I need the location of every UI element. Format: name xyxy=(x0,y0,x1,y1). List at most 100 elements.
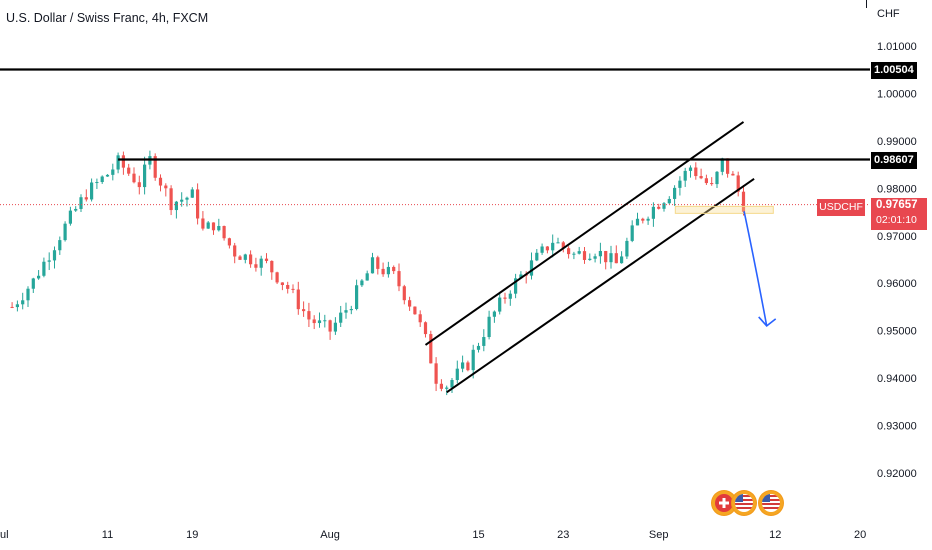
candle-body xyxy=(339,312,343,323)
candle-body xyxy=(254,264,258,268)
candle-body xyxy=(370,257,375,274)
candle-body xyxy=(625,240,629,257)
candle xyxy=(635,212,640,226)
candle xyxy=(577,246,581,255)
candle-body xyxy=(741,191,746,212)
candle-body xyxy=(116,155,120,170)
candle-body xyxy=(710,183,714,185)
candle xyxy=(731,171,735,176)
candle-body xyxy=(392,266,396,272)
candle xyxy=(392,265,396,275)
candle-body xyxy=(476,345,481,350)
time-tick-label: Jul xyxy=(0,529,9,541)
swiss-flag-event-icon[interactable] xyxy=(712,491,736,515)
candle-body xyxy=(90,182,94,200)
candle-body xyxy=(492,311,496,317)
candle xyxy=(116,152,120,174)
candle xyxy=(121,151,125,175)
projection-arrowhead xyxy=(758,316,777,328)
price-tick-label: 0.93000 xyxy=(877,421,917,433)
candle-body xyxy=(333,322,337,332)
resistance-high-price-label: 1.00504 xyxy=(871,62,917,79)
symbol-badge: USDCHF xyxy=(817,199,865,216)
candle xyxy=(174,200,178,219)
candle-body xyxy=(233,245,237,257)
candle-body xyxy=(614,253,618,264)
candle-body xyxy=(143,164,147,188)
candle xyxy=(376,255,380,275)
candle-body xyxy=(540,246,544,253)
candle xyxy=(63,221,67,242)
candle xyxy=(741,184,746,216)
candle-body xyxy=(582,251,587,260)
candle xyxy=(307,302,311,328)
candle xyxy=(434,357,438,392)
candle-body xyxy=(482,337,486,346)
candle xyxy=(588,253,592,261)
candle xyxy=(386,261,390,278)
us-flag-event-icon[interactable] xyxy=(759,491,783,515)
candle-body xyxy=(296,289,300,310)
price-tick-label: 0.95000 xyxy=(877,326,917,338)
price-tick-label: 0.98000 xyxy=(877,183,917,195)
candle-body xyxy=(227,238,231,246)
candle-body xyxy=(360,280,364,286)
candle-body xyxy=(323,320,327,322)
candle xyxy=(264,253,269,264)
candle xyxy=(545,246,549,254)
candle xyxy=(355,279,359,311)
candle-body xyxy=(158,177,163,186)
chart-title: U.S. Dollar / Swiss Franc, 4h, FXCM xyxy=(6,11,209,25)
candle-body xyxy=(487,316,491,338)
candle xyxy=(567,246,571,259)
candle xyxy=(227,237,231,249)
candle xyxy=(630,220,634,243)
candle-body xyxy=(169,188,173,211)
candle xyxy=(487,310,491,340)
candle xyxy=(673,185,677,206)
candle-body xyxy=(556,242,560,244)
price-tick-label: 0.94000 xyxy=(877,373,917,385)
candle xyxy=(37,270,41,280)
candle-body xyxy=(317,320,322,324)
candle-body xyxy=(434,363,438,384)
candle xyxy=(365,270,369,281)
candle xyxy=(683,167,687,187)
time-tick-label: 23 xyxy=(557,529,569,541)
candle xyxy=(84,189,88,202)
candle xyxy=(233,242,237,264)
price-axis: 1.01000 1.00000 0.99000 0.98000 0.97000 0.960… xyxy=(877,41,917,480)
candle-body xyxy=(471,349,475,371)
candle xyxy=(582,246,587,264)
candle xyxy=(169,185,173,216)
candle xyxy=(551,234,555,258)
candle-body xyxy=(275,272,279,283)
candle-body xyxy=(206,222,210,229)
candle-body xyxy=(47,260,51,262)
candle xyxy=(498,292,502,315)
candle xyxy=(667,196,671,205)
candle-body xyxy=(381,268,385,275)
candle xyxy=(508,290,512,306)
candle xyxy=(492,310,496,323)
time-tick-label: Aug xyxy=(320,529,340,541)
candle-body xyxy=(397,271,401,287)
price-tick-label: 0.97000 xyxy=(877,231,917,243)
us-flag-event-icon[interactable] xyxy=(732,491,756,515)
candle-body xyxy=(84,197,88,200)
candle xyxy=(455,360,459,384)
candle xyxy=(349,305,353,315)
candle-body xyxy=(646,218,650,221)
candle-body xyxy=(673,187,677,199)
candle xyxy=(339,305,343,328)
candle xyxy=(206,221,210,229)
candle-body xyxy=(720,158,724,172)
time-tick-label: Sep xyxy=(649,529,669,541)
candle-body xyxy=(498,297,502,312)
candle xyxy=(476,342,481,353)
candle xyxy=(137,175,141,195)
candle xyxy=(211,222,216,235)
candle xyxy=(196,183,200,225)
candle xyxy=(153,153,157,181)
